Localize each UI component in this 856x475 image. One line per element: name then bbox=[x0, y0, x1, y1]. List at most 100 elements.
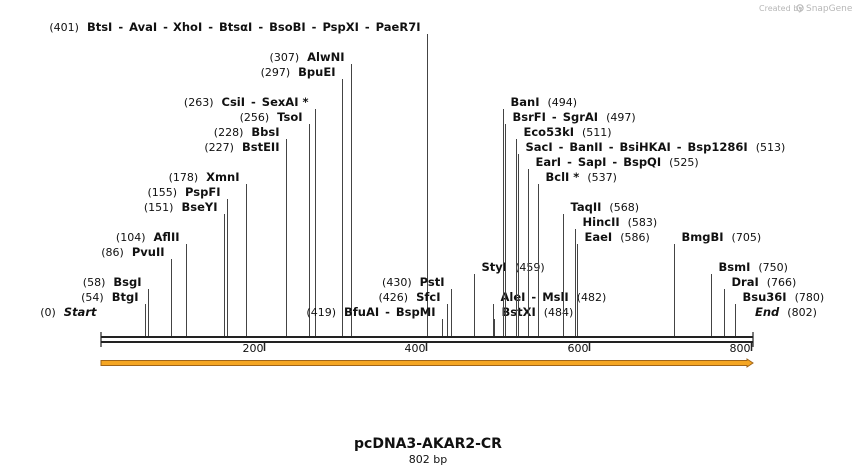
enzyme-name: BanII bbox=[569, 140, 602, 154]
enzyme-name: SfcI bbox=[416, 290, 440, 304]
cut-site[interactable]: (419) BfuAI - BspMI bbox=[306, 305, 443, 336]
cut-site[interactable]: (0) Start bbox=[40, 305, 97, 319]
tick-label: 200 bbox=[243, 342, 264, 355]
cut-site-label: AleI - MslI (482) bbox=[501, 290, 607, 304]
cut-site-label: (228) BbsI bbox=[214, 125, 280, 139]
cut-site[interactable]: (401) BtsI - AvaI - XhoI - BtsαI - BsoBI - PspXI - Pa… bbox=[49, 20, 428, 336]
cut-site[interactable]: (297) BpuEI bbox=[261, 65, 343, 336]
cut-site-label: (54) BtgI bbox=[81, 290, 138, 304]
enzyme-separator: - bbox=[612, 155, 617, 169]
cut-site[interactable]: EaeI (586) bbox=[577, 230, 650, 336]
enzyme-separator: - bbox=[312, 20, 317, 34]
cut-site[interactable]: EarI - SapI - BspQI (525) bbox=[528, 155, 699, 336]
cut-site[interactable]: (155) PspFI bbox=[147, 185, 228, 336]
cut-position: (583) bbox=[628, 216, 658, 229]
cut-site[interactable]: (263) CsiI - SexAI * bbox=[184, 95, 316, 336]
enzyme-name: BtgI bbox=[112, 290, 139, 304]
cut-site[interactable]: BclI * (537) bbox=[538, 170, 617, 336]
enzyme-name: XhoI bbox=[173, 20, 202, 34]
cut-position: (401) bbox=[49, 21, 79, 34]
cut-site[interactable]: (256) TsoI bbox=[240, 110, 310, 336]
tick-label: 800 bbox=[730, 342, 751, 355]
cut-site[interactable]: (58) BsgI bbox=[83, 275, 149, 336]
cut-site-label: BsmI (750) bbox=[719, 260, 788, 274]
cut-position: (766) bbox=[767, 276, 797, 289]
cut-position: (484) bbox=[544, 306, 574, 319]
orange-feature-arrow[interactable] bbox=[100, 358, 754, 368]
enzyme-name: CsiI bbox=[222, 95, 246, 109]
enzyme-name: BsmI bbox=[719, 260, 751, 274]
cut-site[interactable]: Bsu36I (780) bbox=[735, 290, 825, 336]
cut-site-label: (263) CsiI - SexAI * bbox=[184, 95, 309, 109]
cut-site[interactable]: DraI (766) bbox=[724, 275, 797, 336]
cut-site-label: (155) PspFI bbox=[147, 185, 220, 199]
cut-position: (297) bbox=[261, 66, 291, 79]
enzyme-name: XmnI bbox=[206, 170, 239, 184]
cut-position: (802) bbox=[787, 306, 817, 319]
enzyme-name: StyI bbox=[482, 260, 508, 274]
cut-site[interactable]: BsrFI - SgrAI (497) bbox=[505, 110, 636, 336]
enzyme-name: AleI bbox=[501, 290, 526, 304]
cut-position: (151) bbox=[144, 201, 174, 214]
enzyme-name: Bsu36I bbox=[743, 290, 787, 304]
plasmid-length: 802 bp bbox=[409, 453, 447, 466]
cut-site[interactable]: (86) PvuII bbox=[101, 245, 172, 336]
enzyme-name: AflII bbox=[154, 230, 180, 244]
enzyme-name: BfuAI bbox=[344, 305, 379, 319]
cut-position: (537) bbox=[587, 171, 617, 184]
cut-site[interactable]: BsmI (750) bbox=[711, 260, 788, 336]
cut-site[interactable]: (430) PstI bbox=[382, 275, 452, 336]
cut-site[interactable]: (228) BbsI bbox=[214, 125, 287, 336]
cut-position: (482) bbox=[577, 291, 607, 304]
enzyme-name: BspMI bbox=[396, 305, 436, 319]
enzyme-name: MslI bbox=[542, 290, 569, 304]
enzyme-name: AlwNI bbox=[307, 50, 344, 64]
enzyme-name: BtsI bbox=[87, 20, 112, 34]
enzyme-separator: - bbox=[385, 305, 390, 319]
cut-site[interactable]: (54) BtgI bbox=[81, 290, 146, 336]
cut-site[interactable]: SacI - BanII - BsiHKAI - Bsp1286I (513) bbox=[518, 140, 786, 336]
enzyme-name: BanI bbox=[511, 95, 540, 109]
cut-site-label: (151) BseYI bbox=[144, 200, 218, 214]
cut-site[interactable]: BmgBI (705) bbox=[674, 230, 762, 336]
enzyme-separator: - bbox=[531, 290, 536, 304]
cut-site[interactable]: Eco53kI (511) bbox=[516, 125, 612, 336]
cut-site-label: Bsu36I (780) bbox=[743, 290, 825, 304]
enzyme-name: SacI bbox=[526, 140, 553, 154]
cut-position: (0) bbox=[40, 306, 56, 319]
ruler-tick: 200 bbox=[243, 342, 266, 355]
terminus-label: End bbox=[755, 305, 780, 319]
cut-position: (497) bbox=[606, 111, 636, 124]
sequence-backbone bbox=[100, 332, 754, 347]
enzyme-name: BsgI bbox=[113, 275, 141, 289]
cut-site[interactable]: AleI - MslI (482) bbox=[493, 290, 607, 336]
cut-site[interactable]: TaqII (568) bbox=[563, 200, 640, 336]
cut-site[interactable]: (178) XmnI bbox=[169, 170, 247, 336]
cut-site[interactable]: (151) BseYI bbox=[144, 200, 225, 336]
cut-site[interactable]: End (802) bbox=[755, 305, 817, 319]
cut-site[interactable]: (104) AflII bbox=[116, 230, 187, 336]
cut-position: (494) bbox=[548, 96, 578, 109]
cut-site[interactable]: (307) AlwNI bbox=[270, 50, 352, 336]
cut-site[interactable]: BanI (494) bbox=[503, 95, 578, 336]
credit-prefix: Created by bbox=[759, 4, 803, 13]
cut-position: (525) bbox=[669, 156, 699, 169]
cut-position: (426) bbox=[379, 291, 409, 304]
cut-site[interactable]: (426) SfcI bbox=[379, 290, 448, 336]
cut-site-label: (227) BstEII bbox=[204, 140, 279, 154]
cut-site[interactable]: BstXI (484) bbox=[494, 305, 574, 336]
cut-site[interactable]: HincII (583) bbox=[575, 215, 658, 336]
enzyme-name: TsoI bbox=[277, 110, 302, 124]
cut-site[interactable]: StyI (459) bbox=[474, 260, 545, 336]
enzyme-name: BsoBI bbox=[269, 20, 306, 34]
cut-position: (430) bbox=[382, 276, 412, 289]
enzyme-separator: - bbox=[163, 20, 168, 34]
cut-site-label: BstXI (484) bbox=[502, 305, 574, 319]
enzyme-separator: - bbox=[251, 95, 256, 109]
cut-site-label: BclI * (537) bbox=[546, 170, 617, 184]
enzyme-name: BpuEI bbox=[298, 65, 335, 79]
ruler-ticks: 200 400 600 800 bbox=[243, 342, 753, 355]
snapgene-logo-icon bbox=[796, 4, 804, 12]
cut-position: (586) bbox=[620, 231, 650, 244]
